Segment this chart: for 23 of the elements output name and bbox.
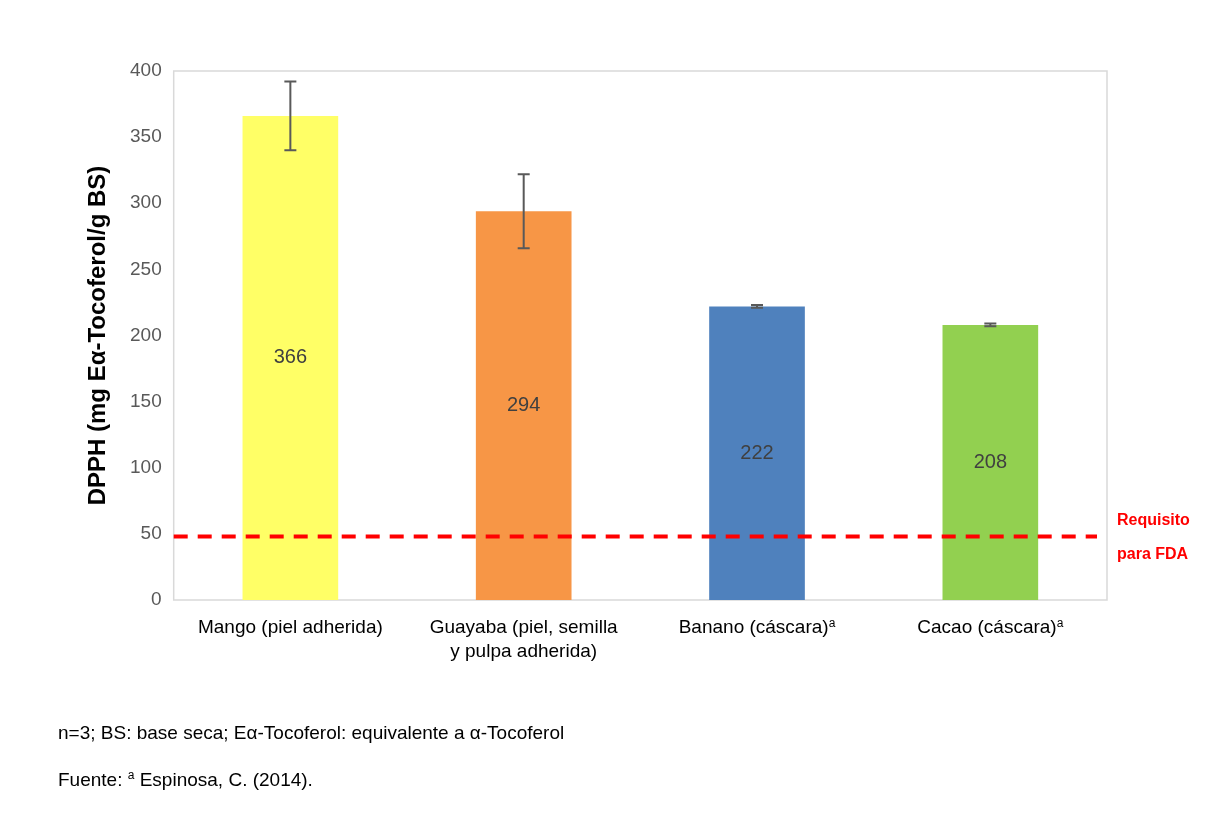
- source-note: Fuente: $^{a}$ Espinosa, C. (2014).: [58, 768, 314, 792]
- y-tick-label: 250: [130, 257, 162, 279]
- y-tick-label: 50: [140, 522, 162, 544]
- y-axis-title: DPPH (mg Eα-Tocoferol/g BS): [82, 165, 110, 506]
- y-tick-label: 400: [130, 59, 162, 81]
- data-label: 222: [740, 440, 774, 463]
- y-tick-label: 0: [151, 588, 162, 610]
- y-tick-label: 350: [130, 125, 162, 147]
- ref-line-label: Requisito para FDA: [1117, 510, 1191, 562]
- bar: [709, 306, 805, 600]
- bar: [242, 115, 339, 600]
- bar: [475, 211, 572, 600]
- data-label: 366: [273, 345, 308, 368]
- x-tick-label: Guayaba (piel, semilla y pulpa adherida): [429, 616, 619, 661]
- bar: [942, 324, 1039, 600]
- y-tick-label: 200: [130, 323, 162, 345]
- text: n=3; BS: base seca; Eα-Tocoferol: equivalente a α-Tocoferol: [58, 722, 565, 744]
- y-tick-label: 100: [130, 455, 162, 477]
- x-tick-label: Mango (piel adherida): [197, 616, 383, 637]
- data-label: 208: [973, 449, 1008, 472]
- y-tick-label: 150: [130, 389, 162, 411]
- y-tick-label: 300: [130, 191, 162, 213]
- data-label: 294: [507, 393, 541, 416]
